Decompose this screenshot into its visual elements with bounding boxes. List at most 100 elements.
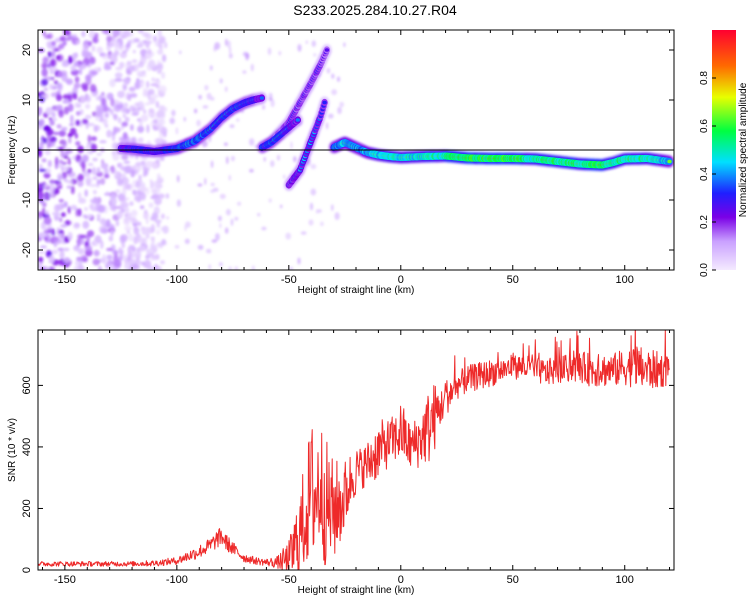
noise-speckle: [41, 158, 47, 163]
noise-speckle: [154, 180, 160, 188]
noise-speckle: [103, 65, 112, 71]
noise-speckle: [144, 226, 152, 235]
faint-speckle: [237, 201, 242, 206]
noise-speckle: [124, 116, 130, 123]
noise-speckle: [124, 216, 129, 224]
noise-speckle: [135, 249, 142, 259]
noise-speckle: [131, 112, 139, 116]
spectrogram-y-tick-label: 0: [21, 147, 33, 153]
noise-speckle: [136, 260, 142, 265]
faint-speckle: [183, 116, 186, 122]
noise-speckle: [92, 36, 99, 44]
faint-speckle: [242, 70, 247, 74]
noise-speckle: [146, 48, 152, 55]
noise-speckle: [79, 67, 83, 76]
noise-speckle: [61, 126, 68, 132]
noise-speckle: [38, 107, 43, 116]
noise-speckle: [60, 149, 65, 158]
noise-speckle: [56, 83, 62, 90]
noise-speckle: [87, 168, 92, 173]
noise-speckle: [109, 78, 116, 88]
noise-speckle: [85, 176, 93, 184]
noise-speckle: [102, 105, 109, 112]
noise-speckle: [114, 72, 123, 79]
noise-speckle: [141, 261, 145, 266]
noise-speckle: [73, 222, 80, 229]
noise-speckle: [146, 124, 150, 134]
noise-speckle: [53, 204, 60, 213]
faint-speckle: [179, 50, 182, 55]
noise-speckle: [137, 221, 142, 226]
noise-speckle: [128, 65, 135, 72]
colorbar-label: Normalized spectral amplitude: [738, 82, 749, 217]
noise-speckle: [73, 62, 79, 67]
noise-speckle: [138, 137, 144, 143]
noise-speckle: [84, 114, 92, 119]
noise-speckle: [120, 201, 125, 206]
faint-speckle: [308, 219, 314, 226]
noise-speckle: [77, 248, 85, 255]
faint-speckle: [169, 117, 175, 125]
noise-speckle: [132, 49, 136, 54]
noise-speckle: [62, 247, 70, 252]
faint-speckle: [165, 193, 170, 199]
noise-speckle: [155, 229, 161, 235]
faint-speckle: [228, 53, 233, 59]
noise-speckle: [145, 33, 153, 40]
faint-speckle: [229, 124, 235, 129]
faint-speckle: [176, 199, 181, 207]
noise-speckle: [51, 41, 56, 46]
noise-speckle: [123, 160, 131, 164]
noise-speckle: [96, 179, 101, 185]
noise-speckle: [123, 165, 131, 174]
faint-speckle: [305, 40, 308, 44]
faint-speckle: [267, 47, 272, 56]
noise-speckle: [77, 145, 84, 154]
noise-speckle: [154, 219, 162, 224]
noise-speckle: [74, 102, 80, 109]
faint-speckle: [283, 174, 286, 179]
noise-speckle: [38, 168, 47, 172]
spectrogram-y-ticks: -20 -10 0 10 20: [21, 44, 674, 258]
spectrogram-y-tick-label: 20: [21, 44, 33, 56]
faint-speckle: [289, 266, 293, 270]
noise-speckle: [49, 255, 55, 264]
noise-speckle: [160, 139, 168, 145]
noise-speckle: [100, 162, 109, 170]
noise-speckle: [150, 243, 155, 250]
noise-speckle: [108, 235, 114, 242]
noise-speckle: [143, 259, 152, 268]
noise-speckle: [49, 69, 54, 75]
noise-speckle: [114, 78, 123, 82]
noise-speckle: [61, 145, 66, 151]
noise-speckle: [41, 68, 48, 77]
noise-speckle: [145, 40, 150, 49]
noise-speckle: [79, 95, 86, 104]
noise-speckle: [130, 38, 136, 44]
faint-speckle: [225, 227, 229, 234]
noise-speckle: [101, 97, 107, 106]
noise-speckle: [113, 126, 117, 135]
noise-speckle: [117, 162, 123, 169]
noise-speckle: [49, 58, 57, 68]
noise-speckle: [106, 45, 111, 51]
faint-speckle: [209, 65, 213, 71]
noise-speckle: [106, 254, 113, 260]
noise-speckle: [147, 91, 151, 100]
snr-x-tick-label: 100: [616, 574, 634, 586]
noise-speckle: [122, 30, 131, 38]
noise-speckle: [130, 137, 135, 144]
faint-speckle: [336, 76, 341, 82]
noise-speckle: [121, 107, 126, 114]
noise-speckle: [122, 132, 128, 140]
noise-speckle: [154, 140, 162, 144]
faint-speckle: [320, 221, 324, 227]
faint-speckle: [280, 204, 283, 209]
noise-speckle: [84, 189, 88, 197]
noise-speckle: [96, 213, 101, 219]
noise-speckle: [57, 45, 61, 52]
faint-speckle: [196, 119, 201, 127]
noise-speckle: [74, 133, 78, 139]
noise-speckle: [113, 266, 118, 270]
noise-speckle: [60, 212, 66, 218]
